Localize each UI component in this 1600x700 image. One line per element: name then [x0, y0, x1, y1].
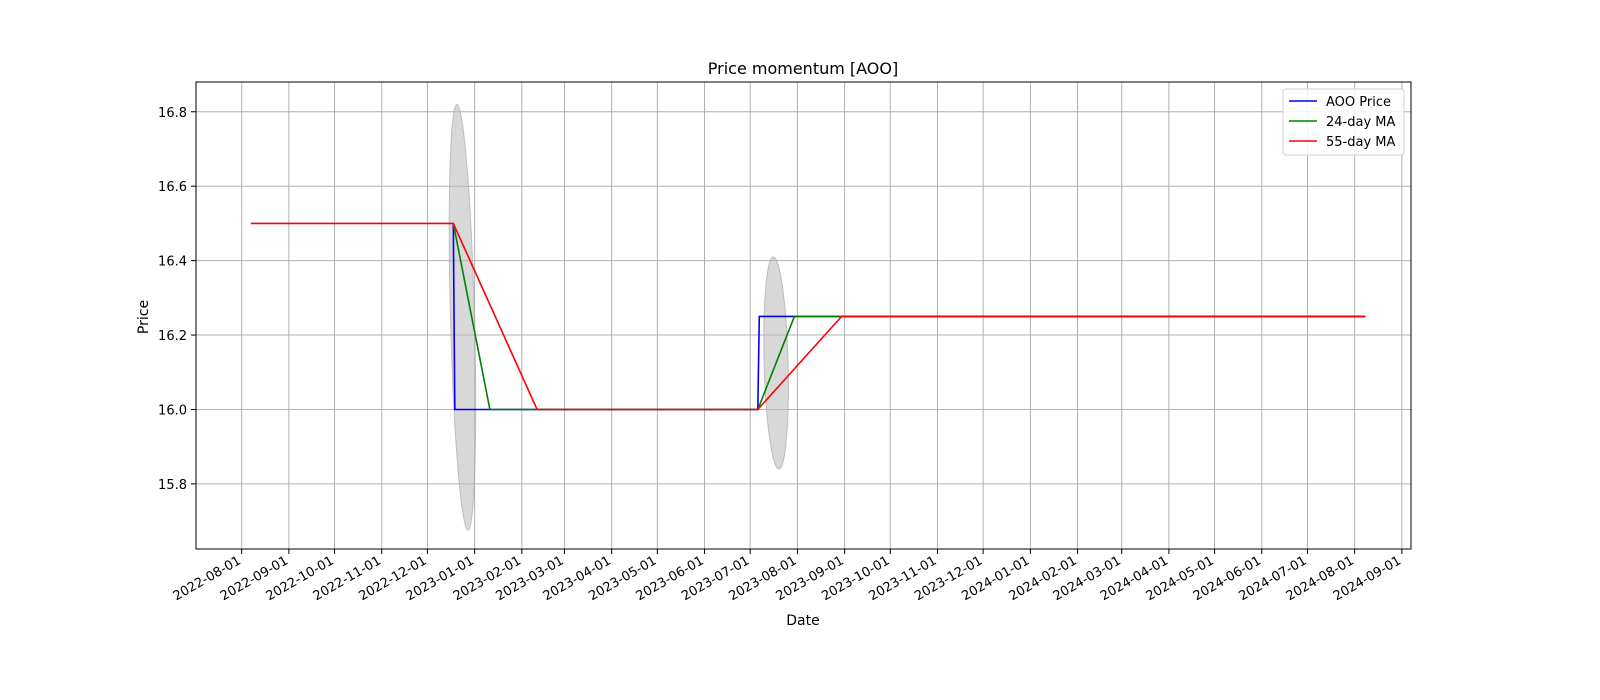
legend-label: 24-day MA — [1326, 115, 1395, 130]
series-lines — [250, 222, 1366, 411]
y-tick-label: 16.6 — [158, 180, 187, 195]
highlight-region — [448, 103, 477, 531]
legend-label: AOO Price — [1326, 95, 1391, 110]
legend: AOO Price 24-day MA 55-day MA — [1282, 88, 1405, 156]
series-line — [250, 222, 1366, 411]
y-tick-label: 15.8 — [158, 478, 187, 493]
y-tick-label: 16.2 — [158, 329, 187, 344]
legend-box — [1282, 88, 1405, 156]
x-axis-label: Date — [786, 613, 819, 629]
grid-lines — [196, 82, 1411, 549]
plot-frame — [195, 81, 1412, 550]
y-axis-ticks: 15.8 16.0 16.2 16.4 16.6 16.8 — [158, 106, 196, 493]
legend-label: 55-day MA — [1326, 135, 1395, 150]
chart-title: Price momentum [AOO] — [708, 59, 898, 78]
y-tick-label: 16.0 — [158, 403, 187, 418]
y-tick-label: 16.4 — [158, 255, 187, 270]
y-tick-label: 16.8 — [158, 106, 187, 121]
y-axis-label: Price — [136, 300, 152, 334]
